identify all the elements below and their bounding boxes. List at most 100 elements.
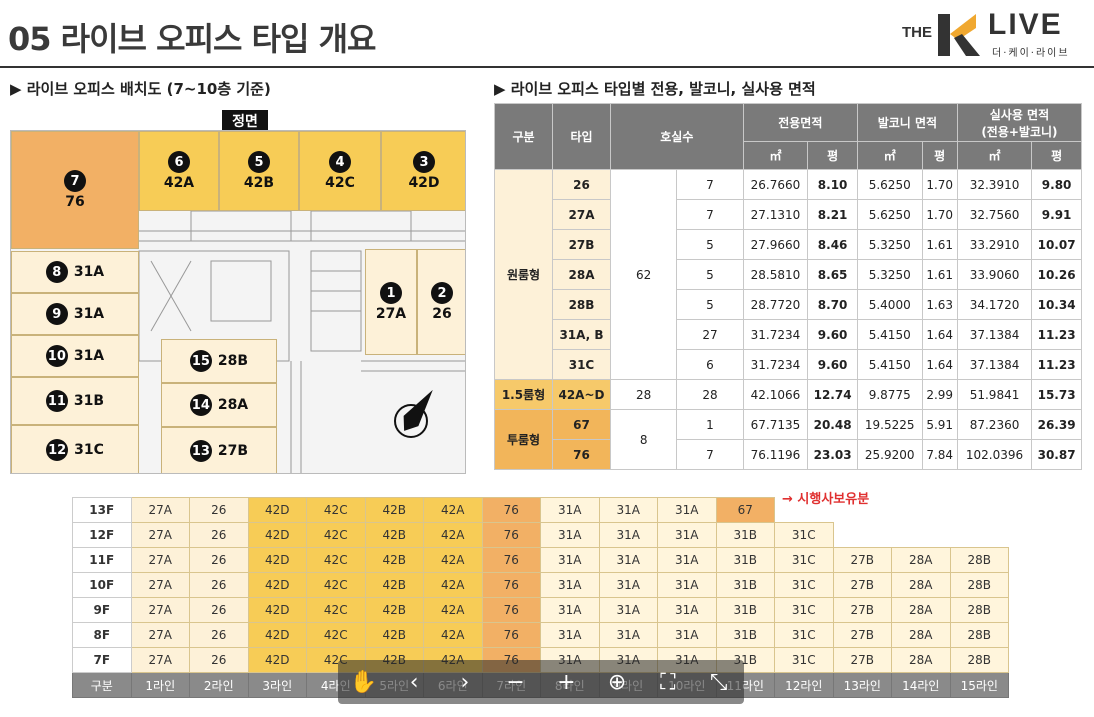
unit-type-label: 42C: [325, 175, 355, 191]
floor-cell: 26: [189, 647, 249, 673]
unit-number-badge: 13: [189, 440, 212, 462]
floor-cell: 28A: [891, 572, 951, 598]
cell-type: 76: [552, 439, 611, 470]
cell-bal-m2: 9.8775: [856, 379, 923, 410]
floor-cell: 67: [715, 497, 775, 523]
cell-act-py: 10.26: [1031, 259, 1082, 290]
cell-act-py: 11.23: [1031, 349, 1082, 380]
unit-number-badge: 10: [45, 345, 68, 367]
next-icon[interactable]: ›: [460, 669, 470, 695]
th-balcony: 발코니 면적: [856, 103, 958, 142]
floor-row: 10F 27A 26 42D 42C 42B 42A 76 31A 31A 31A 31B 31C 27B…: [72, 572, 1009, 598]
area-row: 28B 5 28.7720 8.70 5.4000 1.63 34.1720 10.34: [495, 289, 1082, 320]
unit-type-label: 31A: [73, 348, 105, 364]
cell-type: 28B: [552, 289, 611, 320]
plan-unit-3: 3 42D: [381, 131, 465, 211]
floor-cell: 27B: [832, 597, 892, 623]
unit-type-label: 31C: [74, 442, 104, 458]
cell-excl-py: 9.60: [807, 349, 858, 380]
floor-cell: 31C: [774, 647, 834, 673]
unit-type-label: 42A: [163, 175, 195, 191]
floor-row: 12F 27A 26 42D 42C 42B 42A 76 31A 31A 31A 31B 31C: [72, 522, 1009, 548]
floor-cell: 42D: [247, 522, 307, 548]
cell-excl-m2: 28.5810: [742, 259, 809, 290]
cell-bal-m2: 5.6250: [856, 199, 923, 230]
floor-cell: 31A: [598, 497, 658, 523]
floor-cell: 31B: [715, 622, 775, 648]
cell-category: 투룸형: [494, 409, 553, 470]
floor-cell: 42B: [364, 572, 424, 598]
cell-rooms: 5: [676, 259, 744, 290]
fullscreen-icon[interactable]: ⛶: [660, 669, 676, 695]
floor-row: 8F 27A 26 42D 42C 42B 42A 76 31A 31A 31A 31B 31C 27B 2…: [72, 622, 1009, 648]
floor-cell: 42C: [306, 522, 366, 548]
floor-cell: 31B: [715, 522, 775, 548]
floor-row: 9F 27A 26 42D 42C 42B 42A 76 31A 31A 31A 31B 31C 27B 2…: [72, 597, 1009, 623]
line-label: 13라인: [832, 672, 892, 698]
floor-cell: 28B: [949, 597, 1009, 623]
floor-cell: 31B: [715, 572, 775, 598]
cell-act-py: 30.87: [1031, 439, 1082, 470]
cell-act-m2: 32.3910: [956, 169, 1033, 200]
floor-cell: 76: [481, 547, 541, 573]
cell-act-m2: 102.0396: [956, 439, 1033, 470]
floor-cell: 27A: [130, 572, 190, 598]
th-py: 평: [807, 141, 858, 170]
plan-unit-12: 12 31C: [11, 425, 139, 473]
cell-bal-m2: 5.4150: [856, 349, 923, 380]
th-py: 평: [921, 141, 958, 170]
plan-unit-6: 6 42A: [139, 131, 219, 211]
cell-type: 67: [552, 409, 611, 440]
zoom-fit-icon[interactable]: ⊕: [607, 669, 627, 695]
prev-icon[interactable]: ‹: [409, 669, 419, 695]
cell-type: 31A, B: [552, 319, 611, 350]
cell-total: 28: [609, 379, 678, 410]
area-row: 27A 7 27.1310 8.21 5.6250 1.70 32.7560 9.91: [495, 199, 1082, 230]
zoom-out-icon[interactable]: −: [506, 669, 525, 695]
floor-cell: 31C: [774, 547, 834, 573]
logo-the: THE: [902, 24, 932, 41]
floor-cell: 27B: [832, 547, 892, 573]
unit-type-label: 42D: [408, 175, 440, 191]
floor-cell: 26: [189, 547, 249, 573]
cell-type: 27A: [552, 199, 611, 230]
cell-bal-py: 1.64: [921, 319, 958, 350]
cell-act-m2: 87.2360: [956, 409, 1033, 440]
floor-cell: 31C: [774, 597, 834, 623]
title-divider: [0, 66, 1094, 68]
zoom-in-icon[interactable]: +: [557, 669, 576, 695]
floor-cell: 31A: [598, 597, 658, 623]
floor-cell: 42A: [423, 572, 483, 598]
floor-label: 13F: [72, 497, 132, 523]
cell-act-py: 9.80: [1031, 169, 1082, 200]
exit-fullscreen-icon[interactable]: ⤡: [709, 669, 728, 695]
plan-unit-5: 5 42B: [219, 131, 299, 211]
floor-cell: 42C: [306, 622, 366, 648]
cell-bal-m2: 5.6250: [856, 169, 923, 200]
hand-tool-icon[interactable]: ✋: [349, 669, 378, 695]
line-label: 15라인: [949, 672, 1009, 698]
unit-number-badge: 15: [189, 350, 212, 372]
cell-bal-py: 1.70: [921, 169, 958, 200]
plan-unit-8: 8 31A: [11, 251, 139, 293]
floor-cell: 42D: [247, 497, 307, 523]
floor-cell: 28A: [891, 597, 951, 623]
unit-type-label: 31B: [73, 393, 105, 409]
cell-excl-m2: 27.9660: [742, 229, 809, 260]
unit-number-badge: 4: [329, 151, 351, 173]
unit-number-badge: 11: [45, 390, 68, 412]
cell-act-m2: 51.9841: [956, 379, 1033, 410]
cell-act-py: 11.23: [1031, 319, 1082, 350]
logo-live: LIVE: [988, 8, 1063, 41]
unit-type-label: 27B: [217, 443, 249, 459]
area-row: 원룸형 26 62 7 26.7660 8.10 5.6250 1.70 32.3910 9.80: [494, 169, 1082, 380]
cell-bal-py: 7.84: [921, 439, 958, 470]
cell-total: 62: [609, 169, 678, 380]
unit-type-label: 28B: [217, 353, 249, 369]
floor-plan: 7 76 6 42A 5 42B 4 42C 3 42D 8 31A 9 31A 10 31A 11 31B 12 3…: [10, 130, 466, 474]
line-label: 14라인: [891, 672, 951, 698]
plan-heading: ▶ 라이브 오피스 배치도 (7~10층 기준): [10, 80, 271, 98]
unit-number-badge: 3: [413, 151, 435, 173]
unit-number-badge: 6: [168, 151, 190, 173]
logo-subtitle: 더·케이·라이브: [992, 48, 1070, 59]
